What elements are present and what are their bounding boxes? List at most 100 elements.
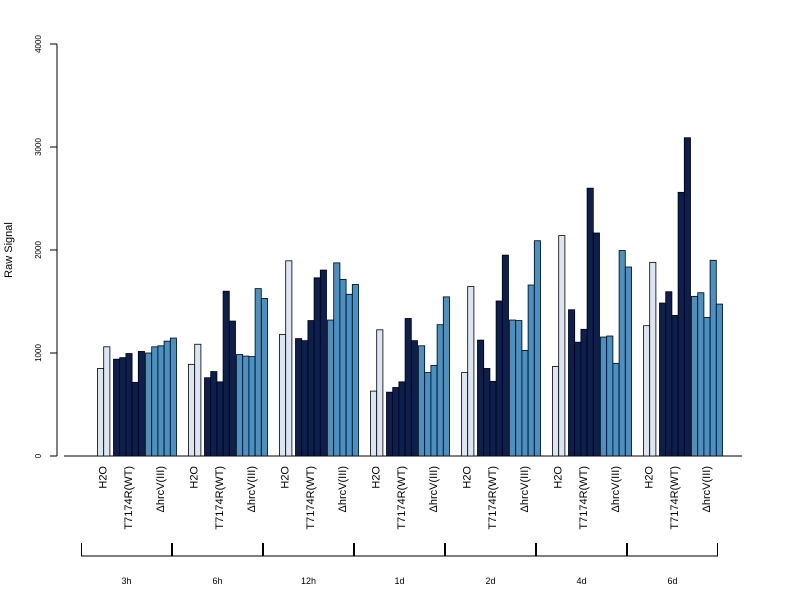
bar	[424, 372, 432, 457]
bar	[533, 240, 541, 457]
bars	[97, 137, 723, 457]
bar	[410, 340, 418, 457]
bar	[442, 296, 450, 457]
bar	[157, 345, 165, 457]
bar	[649, 261, 657, 457]
bar	[137, 351, 145, 457]
bar	[398, 381, 406, 457]
bar	[210, 371, 218, 457]
bar	[404, 318, 412, 457]
bar	[477, 339, 485, 457]
timepoint-brackets: 3h 6h 12h 1d 2d 4d 6d	[81, 543, 718, 586]
bar	[279, 334, 287, 457]
group-label: ΔhrcV(III)	[155, 466, 167, 512]
timepoint-label: 1d	[394, 576, 404, 586]
bar	[125, 353, 133, 457]
bar	[709, 259, 717, 457]
bar	[671, 315, 679, 457]
y-tick-label: 1000	[34, 344, 43, 362]
bar	[691, 295, 699, 457]
bar	[307, 320, 315, 457]
bar	[683, 137, 691, 457]
group-label: ΔhrcV(III)	[701, 466, 713, 512]
group-label: H2O	[371, 466, 383, 489]
timepoint-label: 12h	[301, 576, 316, 586]
timepoint-bracket	[354, 543, 445, 557]
y-tick-label: 2000	[34, 241, 43, 259]
timepoint-label: 3h	[121, 576, 131, 586]
y-tick-label: 3000	[34, 138, 43, 156]
bar	[248, 356, 256, 457]
bar	[677, 191, 685, 457]
bar	[163, 340, 171, 457]
y-axis: 0 1000 2000 3000 4000	[34, 35, 58, 458]
group-label: H2O	[189, 466, 201, 489]
bar	[204, 377, 212, 457]
group-label: ΔhrcV(III)	[519, 466, 531, 512]
bar	[131, 381, 139, 457]
timepoint-bracket	[445, 543, 536, 557]
bar	[418, 345, 426, 457]
bar	[216, 381, 224, 457]
bar	[97, 368, 105, 457]
bar	[327, 319, 335, 457]
bar	[515, 320, 523, 457]
bar	[697, 292, 705, 457]
group-label: ΔhrcV(III)	[246, 466, 258, 512]
bar	[715, 303, 723, 457]
timepoint-label: 2d	[485, 576, 495, 586]
group-label: H2O	[98, 466, 110, 489]
timepoint-bracket	[627, 543, 718, 557]
bar	[242, 355, 250, 457]
bar	[618, 250, 626, 457]
bar	[301, 340, 309, 457]
group-labels: H2O T7174R(WT) ΔhrcV(III) H2O T7174R(WT) Δhrc…	[98, 466, 713, 530]
group-label: ΔhrcV(III)	[337, 466, 349, 512]
bar	[222, 290, 230, 457]
bar	[151, 346, 159, 457]
bar	[103, 346, 111, 457]
group-label: ΔhrcV(III)	[428, 466, 440, 512]
group-label: T7174R(WT)	[578, 466, 590, 530]
bar	[586, 187, 594, 457]
bar	[345, 293, 353, 457]
timepoint-bracket	[81, 543, 172, 557]
bar	[169, 337, 177, 457]
bar	[461, 372, 469, 457]
bar	[113, 358, 121, 457]
bar	[194, 343, 202, 457]
bar	[527, 284, 535, 457]
bar	[188, 363, 196, 457]
bar	[333, 262, 341, 457]
y-axis-label: Raw Signal	[3, 222, 15, 278]
timepoint-bracket	[536, 543, 627, 557]
bar	[436, 324, 444, 457]
group-label: H2O	[553, 466, 565, 489]
timepoint-label: 4d	[576, 576, 586, 586]
group-label: T7174R(WT)	[396, 466, 408, 530]
group-label: H2O	[462, 466, 474, 489]
y-tick-label: 0	[34, 453, 43, 458]
bar	[370, 390, 378, 457]
bar	[606, 335, 614, 457]
bar	[552, 365, 560, 457]
bar	[376, 329, 384, 457]
bar	[521, 350, 529, 457]
timepoint-bracket	[263, 543, 354, 557]
bar	[612, 362, 620, 457]
timepoint-label: 6h	[212, 576, 222, 586]
bar	[236, 354, 244, 457]
bar	[624, 266, 632, 457]
group-label: T7174R(WT)	[487, 466, 499, 530]
bar	[600, 336, 608, 457]
bar	[665, 291, 673, 457]
bar	[260, 298, 268, 457]
y-tick-label: 4000	[34, 35, 43, 53]
bar	[659, 302, 667, 457]
bar	[145, 352, 153, 457]
bar	[254, 288, 262, 457]
bar	[430, 364, 438, 457]
bar	[574, 341, 582, 457]
group-label: T7174R(WT)	[669, 466, 681, 530]
